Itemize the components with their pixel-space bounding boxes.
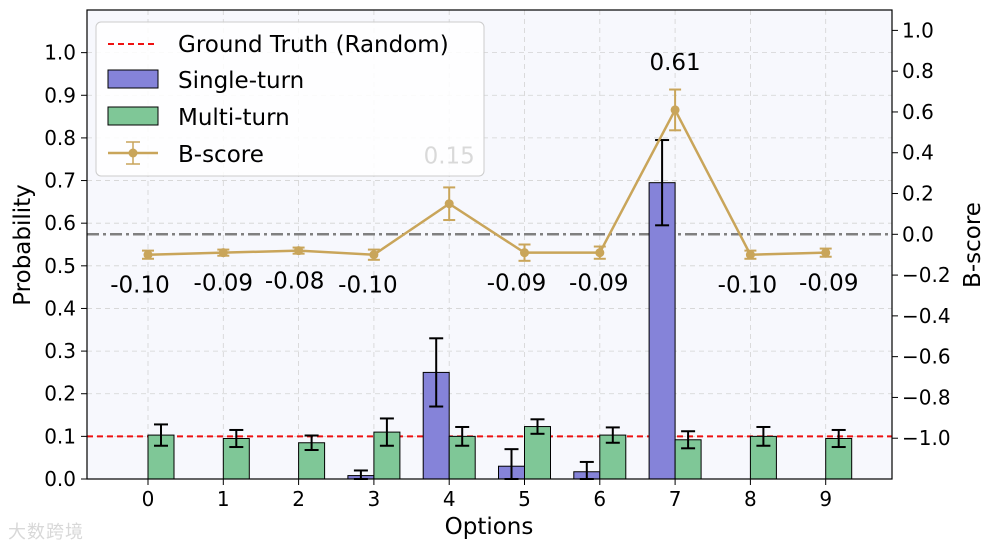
y-tick-label-1: 0.1 bbox=[44, 424, 76, 448]
legend-single-turn-label: Single-turn bbox=[178, 68, 304, 94]
b-score-point-4 bbox=[444, 199, 454, 209]
right-axis-ticks: −1.0 −0.8 −0.6 −0.4 −0.2 0.0 0.2 0.4 0.6 0.8 1.0 bbox=[892, 18, 951, 450]
b-score-data-label-1: -0.09 bbox=[194, 271, 254, 297]
legend: Ground Truth (Random) Single-turn Multi-… bbox=[95, 21, 485, 177]
y2-tick-label-3: −0.4 bbox=[902, 304, 951, 328]
y2-axis-title: B-score bbox=[960, 202, 986, 288]
data-labels: -0.10-0.09-0.08-0.100.15-0.09-0.090.61-0… bbox=[110, 50, 858, 299]
b-score-data-label-2: -0.08 bbox=[265, 269, 325, 295]
b-score-data-label-0: -0.10 bbox=[110, 273, 170, 299]
multi-turn-error-bar-8 bbox=[756, 425, 771, 447]
multi-turn-error-bar-6 bbox=[605, 426, 620, 444]
legend-ground-truth-label: Ground Truth (Random) bbox=[178, 32, 449, 58]
x-tick-label-4: 4 bbox=[443, 487, 456, 511]
b-score-data-label-7: 0.61 bbox=[649, 50, 700, 76]
y-tick-label-6: 0.6 bbox=[44, 211, 76, 235]
x-tick-label-8: 8 bbox=[744, 487, 757, 511]
y-tick-label-5: 0.5 bbox=[44, 254, 76, 278]
y2-tick-label-7: 0.4 bbox=[902, 141, 934, 165]
b-score-point-8 bbox=[745, 250, 755, 260]
multi-turn-error-bar-7 bbox=[681, 430, 696, 450]
y2-tick-label-5: 0.0 bbox=[902, 222, 934, 246]
multi-turn-error-bar-5 bbox=[530, 418, 545, 435]
b-score-point-7 bbox=[670, 105, 680, 115]
legend-single-turn-swatch bbox=[107, 69, 159, 89]
legend-multi-turn-label: Multi-turn bbox=[178, 105, 290, 131]
b-score-point-1 bbox=[218, 248, 228, 258]
y-tick-label-7: 0.7 bbox=[44, 169, 76, 193]
b-score-point-5 bbox=[520, 248, 529, 258]
y2-tick-label-6: 0.2 bbox=[902, 182, 934, 206]
x-tick-label-5: 5 bbox=[518, 487, 531, 511]
multi-turn-error-bar-0 bbox=[154, 423, 168, 447]
legend-b-score-marker bbox=[108, 141, 158, 165]
multi-turn-bar-5 bbox=[524, 426, 551, 480]
y2-tick-label-0: −1.0 bbox=[902, 426, 951, 450]
left-axis-ticks: 0.0 0.1 0.2 0.3 0.4 0.5 0.6 0.7 0.8 0.9 1.0 bbox=[44, 41, 87, 491]
y-tick-label-8: 0.8 bbox=[44, 126, 76, 150]
single-turn-error-bar-7 bbox=[655, 139, 670, 227]
x-tick-label-7: 7 bbox=[669, 487, 682, 511]
legend-box bbox=[95, 21, 485, 177]
b-score-data-label-8: -0.10 bbox=[718, 273, 778, 299]
x-tick-label-6: 6 bbox=[593, 487, 606, 511]
b-score-data-label-9: -0.09 bbox=[799, 271, 859, 297]
b-score-data-label-6: -0.09 bbox=[569, 271, 629, 297]
x-tick-label-1: 1 bbox=[217, 487, 230, 511]
multi-turn-error-bar-3 bbox=[379, 417, 394, 447]
y2-tick-label-9: 0.8 bbox=[902, 59, 934, 83]
x-tick-label-0: 0 bbox=[142, 487, 155, 511]
multi-turn-error-bar-4 bbox=[455, 425, 470, 447]
legend-b-score-label: B-score bbox=[178, 142, 264, 168]
b-score-series bbox=[142, 88, 832, 262]
y-axis-title: Probability bbox=[10, 184, 36, 306]
y-tick-label-2: 0.2 bbox=[44, 382, 76, 406]
y-tick-label-9: 0.9 bbox=[44, 83, 76, 107]
multi-turn-error-bar-1 bbox=[229, 428, 244, 449]
y2-tick-label-1: −0.8 bbox=[902, 385, 951, 409]
plot-frame bbox=[86, 9, 893, 480]
b-score-point-0 bbox=[143, 250, 153, 260]
y-tick-label-10: 1.0 bbox=[44, 41, 76, 65]
single-turn-bar-7 bbox=[648, 182, 676, 480]
y2-tick-label-8: 0.6 bbox=[902, 100, 934, 124]
b-score-data-label-3: -0.10 bbox=[338, 273, 398, 299]
multi-turn-error-bar-9 bbox=[831, 428, 846, 449]
legend-multi-turn-swatch bbox=[107, 106, 159, 126]
y-tick-label-3: 0.3 bbox=[44, 339, 76, 363]
b-score-point-6 bbox=[595, 248, 605, 258]
y2-tick-label-10: 1.0 bbox=[902, 18, 934, 42]
y2-tick-label-2: −0.6 bbox=[902, 345, 951, 369]
y-tick-label-0: 0.0 bbox=[44, 467, 76, 491]
x-axis-ticks: 0 1 2 3 4 5 6 7 8 9 bbox=[142, 479, 832, 511]
watermark: 大数跨境 bbox=[8, 522, 84, 543]
y-tick-label-4: 0.4 bbox=[44, 296, 76, 320]
b-score-point-3 bbox=[369, 250, 379, 260]
bar-error-bars bbox=[154, 139, 846, 480]
x-axis-title: Options bbox=[445, 514, 534, 540]
single-turn-error-bar-4 bbox=[429, 337, 444, 408]
b-score-point-2 bbox=[294, 246, 304, 256]
multi-turn-error-bar-2 bbox=[304, 434, 319, 452]
b-score-point-9 bbox=[821, 248, 831, 258]
b-score-line bbox=[147, 107, 826, 256]
y2-tick-label-4: −0.2 bbox=[902, 263, 951, 287]
x-tick-label-2: 2 bbox=[292, 487, 305, 511]
b-score-data-label-5: -0.09 bbox=[487, 271, 547, 297]
x-tick-label-9: 9 bbox=[819, 487, 832, 511]
x-tick-label-3: 3 bbox=[368, 487, 381, 511]
